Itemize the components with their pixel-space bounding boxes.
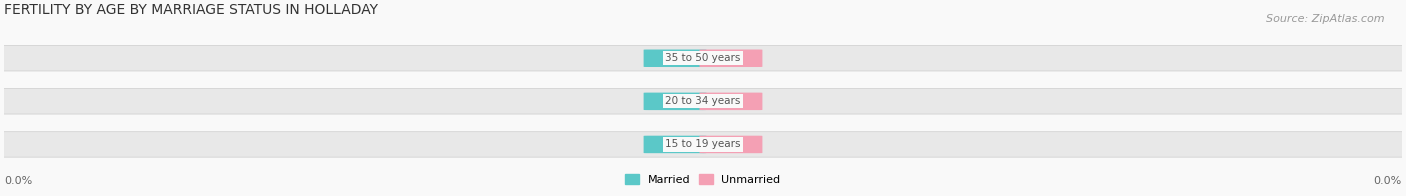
FancyBboxPatch shape [644, 136, 706, 153]
Text: 15 to 19 years: 15 to 19 years [665, 139, 741, 149]
Text: 0.0%: 0.0% [718, 54, 744, 63]
FancyBboxPatch shape [700, 136, 762, 153]
Text: 35 to 50 years: 35 to 50 years [665, 53, 741, 63]
Text: 0.0%: 0.0% [718, 97, 744, 106]
Text: 0.0%: 0.0% [1374, 176, 1402, 186]
Text: 0.0%: 0.0% [718, 140, 744, 149]
FancyBboxPatch shape [644, 50, 706, 67]
FancyBboxPatch shape [0, 132, 1406, 157]
FancyBboxPatch shape [644, 93, 706, 110]
FancyBboxPatch shape [700, 50, 762, 67]
Text: 0.0%: 0.0% [4, 176, 32, 186]
Text: 0.0%: 0.0% [662, 140, 688, 149]
Text: Source: ZipAtlas.com: Source: ZipAtlas.com [1267, 14, 1385, 24]
FancyBboxPatch shape [0, 89, 1406, 114]
Legend: Married, Unmarried: Married, Unmarried [621, 170, 785, 190]
Text: 0.0%: 0.0% [662, 54, 688, 63]
Text: 0.0%: 0.0% [662, 97, 688, 106]
Text: 20 to 34 years: 20 to 34 years [665, 96, 741, 106]
Text: FERTILITY BY AGE BY MARRIAGE STATUS IN HOLLADAY: FERTILITY BY AGE BY MARRIAGE STATUS IN H… [4, 3, 378, 17]
FancyBboxPatch shape [0, 45, 1406, 71]
FancyBboxPatch shape [700, 93, 762, 110]
